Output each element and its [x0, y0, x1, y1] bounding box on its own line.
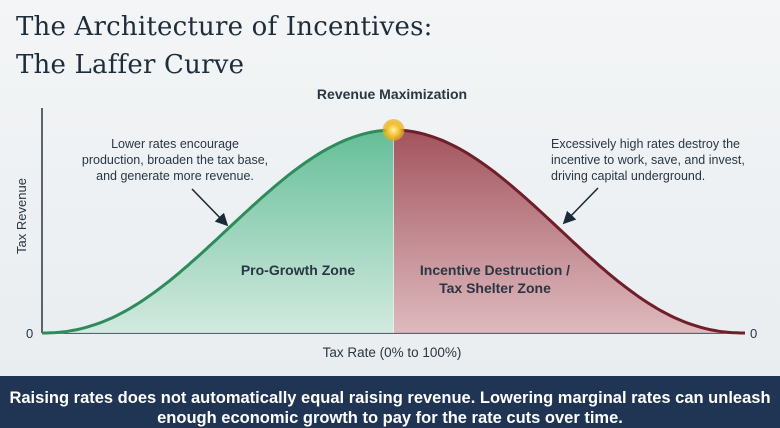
right-annotation: Excessively high rates destroy the incen… [551, 137, 745, 183]
destruction-zone-label-2: Tax Shelter Zone [439, 280, 551, 296]
left-note-arrow [191, 188, 229, 227]
destruction-zone-label-1: Incentive Destruction / [420, 262, 570, 278]
peak-label: Revenue Maximization [317, 86, 467, 102]
title-line-2: The Laffer Curve [16, 50, 245, 80]
incentive-destruction-area [393, 130, 745, 333]
left-note-line-2: production, broaden the tax base, [82, 153, 268, 167]
left-annotation: Lower rates encourage production, broade… [82, 137, 268, 183]
right-note-line-3: driving capital underground. [551, 169, 705, 183]
origin-label-left: 0 [26, 326, 33, 341]
x-axis-label: Tax Rate (0% to 100%) [323, 345, 462, 360]
y-axis-label: Tax Revenue [14, 178, 29, 254]
revenue-maximum-point [382, 119, 405, 141]
laffer-chart: Tax Revenue Tax Rate (0% to 100%) 0 0 Re… [14, 86, 757, 360]
end-label-right: 0 [750, 326, 757, 341]
footer-banner: Raising rates does not automatically equ… [0, 376, 780, 428]
pro-growth-area [42, 130, 394, 333]
right-note-line-2: incentive to work, save, and invest, [551, 153, 745, 167]
left-note-line-3: and generate more revenue. [96, 169, 254, 183]
curve-rising-line [42, 128, 394, 335]
right-note-arrow [562, 187, 599, 225]
left-note-line-1: Lower rates encourage [111, 137, 239, 151]
right-note-line-1: Excessively high rates destroy the [551, 137, 740, 151]
footer-text: Raising rates does not automatically equ… [9, 389, 771, 427]
page-title: The Architecture of Incentives: The Laff… [16, 8, 433, 84]
title-line-1: The Architecture of Incentives: [16, 12, 433, 42]
curve-falling-line [393, 128, 745, 335]
pro-growth-zone-label: Pro-Growth Zone [241, 262, 356, 278]
